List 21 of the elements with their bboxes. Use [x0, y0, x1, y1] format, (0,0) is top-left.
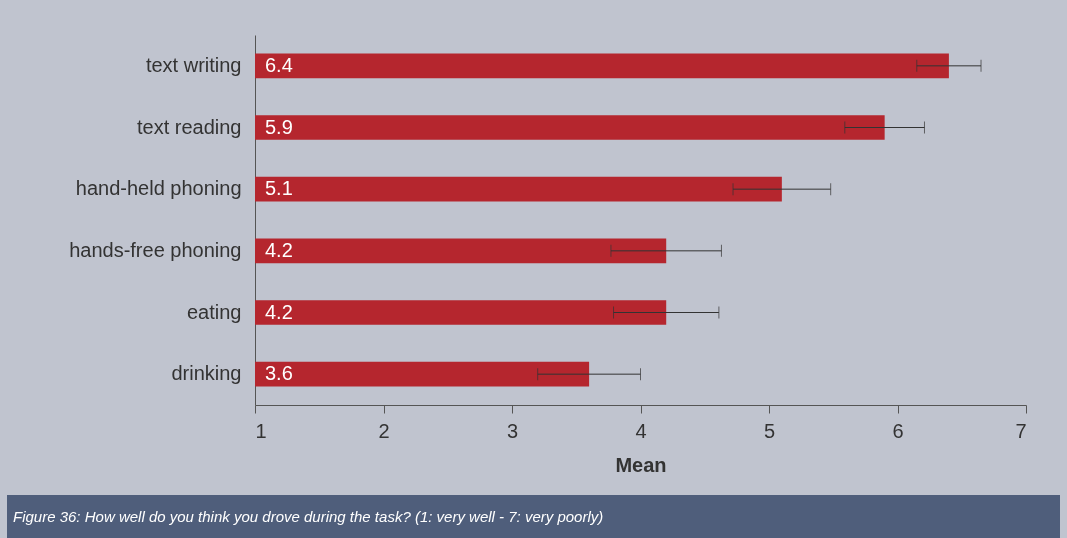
x-tick-label: 6 [892, 419, 904, 442]
data-label: 5.1 [265, 177, 293, 200]
data-label: 6.4 [265, 53, 293, 76]
x-tick-label: 3 [506, 419, 519, 442]
x-tick-label: 5 [763, 419, 776, 442]
data-label: 3.6 [265, 362, 293, 385]
y-tick-label: text writing [145, 53, 242, 76]
x-tick-label: 4 [635, 419, 647, 442]
y-tick-label: drinking [171, 362, 242, 385]
data-label: 4.2 [265, 238, 293, 261]
y-tick-label: hands-free phoning [69, 238, 242, 261]
y-tick-label: hand-held phoning [75, 177, 242, 200]
y-tick-label: eating [187, 300, 242, 323]
y-tick-label: text reading [136, 115, 242, 138]
x-tick-label: 7 [1015, 419, 1027, 442]
x-tick-label: 2 [378, 419, 390, 442]
data-label: 4.2 [265, 300, 293, 323]
data-label: 5.9 [265, 115, 293, 138]
x-tick-label: 1 [255, 419, 267, 442]
caption: Figure 36: How well do you think you drove during the task? (1: very well - 7: very poorly) [13, 508, 604, 525]
x-axis-title: Mean [615, 453, 667, 476]
